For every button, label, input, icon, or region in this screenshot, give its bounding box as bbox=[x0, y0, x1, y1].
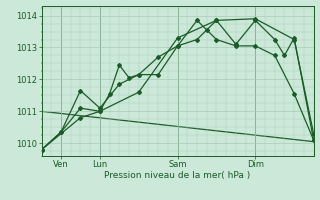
X-axis label: Pression niveau de la mer( hPa ): Pression niveau de la mer( hPa ) bbox=[104, 171, 251, 180]
